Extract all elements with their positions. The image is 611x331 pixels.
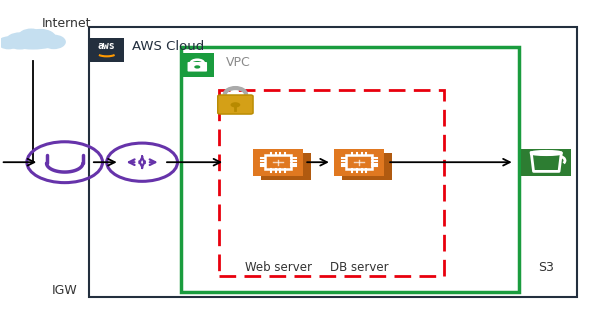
FancyBboxPatch shape xyxy=(89,27,577,297)
FancyBboxPatch shape xyxy=(180,53,214,76)
Text: AWS Cloud: AWS Cloud xyxy=(132,40,204,53)
Text: VPC: VPC xyxy=(226,56,251,69)
FancyBboxPatch shape xyxy=(218,95,253,114)
FancyBboxPatch shape xyxy=(349,157,368,167)
FancyBboxPatch shape xyxy=(253,149,303,176)
Text: Internet: Internet xyxy=(42,17,92,30)
Text: IGW: IGW xyxy=(52,284,78,297)
Ellipse shape xyxy=(5,32,34,50)
FancyBboxPatch shape xyxy=(521,149,571,176)
FancyBboxPatch shape xyxy=(342,153,392,180)
FancyBboxPatch shape xyxy=(180,47,519,292)
FancyBboxPatch shape xyxy=(260,153,310,180)
FancyBboxPatch shape xyxy=(89,38,125,62)
Text: Web server: Web server xyxy=(244,261,312,274)
FancyBboxPatch shape xyxy=(269,157,287,167)
Text: DB server: DB server xyxy=(330,261,389,274)
FancyBboxPatch shape xyxy=(334,149,384,176)
Ellipse shape xyxy=(42,35,66,49)
Circle shape xyxy=(230,102,240,108)
Text: aws: aws xyxy=(98,40,115,51)
Ellipse shape xyxy=(18,28,45,45)
Ellipse shape xyxy=(10,37,56,50)
Text: S3: S3 xyxy=(538,261,554,274)
Ellipse shape xyxy=(24,29,56,48)
Circle shape xyxy=(194,65,200,69)
Ellipse shape xyxy=(0,36,19,49)
FancyBboxPatch shape xyxy=(188,62,207,71)
